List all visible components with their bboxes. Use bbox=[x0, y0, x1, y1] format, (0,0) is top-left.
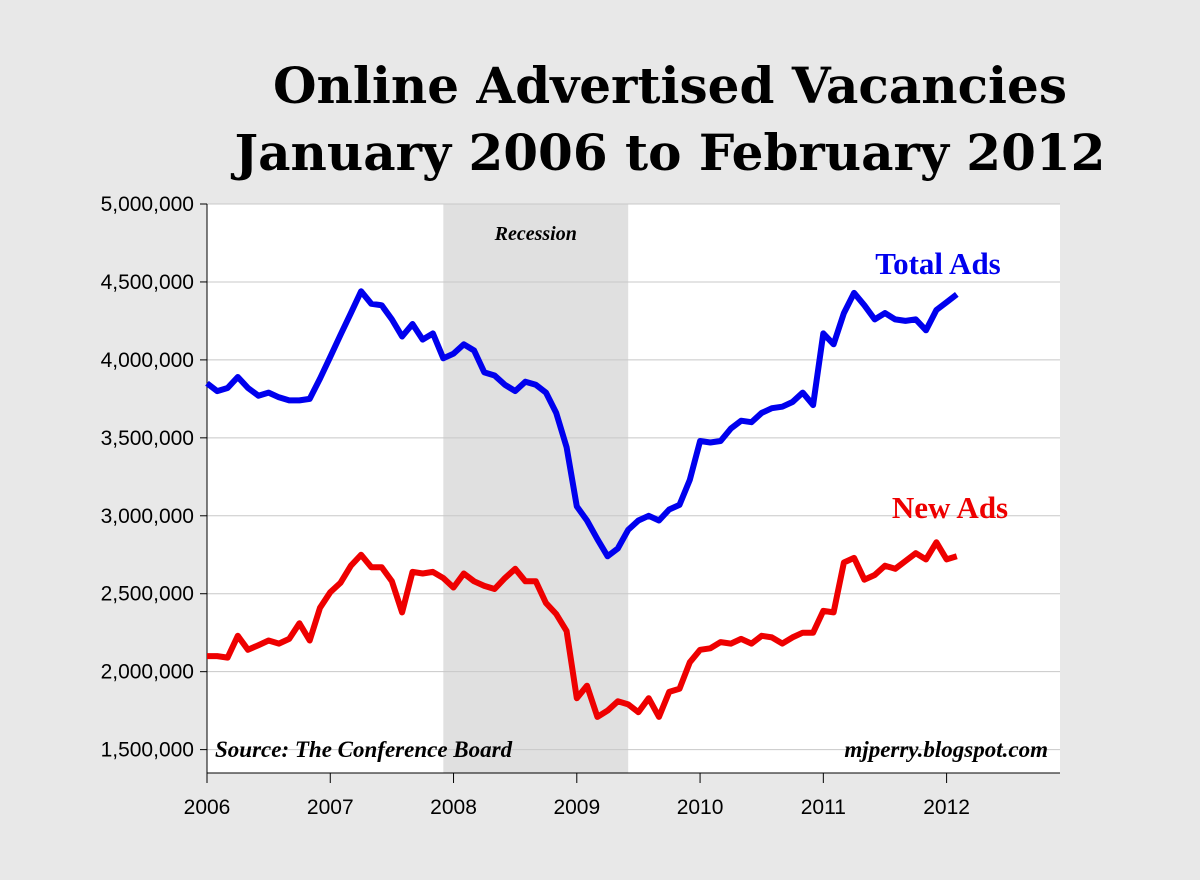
x-tick-label: 2011 bbox=[801, 796, 846, 819]
x-tick-label: 2009 bbox=[553, 796, 600, 819]
source-note: Source: The Conference Board bbox=[215, 737, 513, 762]
recession-label: Recession bbox=[494, 223, 577, 245]
x-tick-label: 2012 bbox=[923, 796, 970, 819]
y-tick-label: 1,500,000 bbox=[101, 739, 194, 762]
recession-shade bbox=[443, 204, 629, 773]
y-tick-label: 3,000,000 bbox=[101, 505, 194, 528]
y-tick-label: 4,500,000 bbox=[101, 271, 194, 294]
y-tick-label: 5,000,000 bbox=[101, 193, 194, 216]
chart-title: Online Advertised Vacancies bbox=[273, 56, 1067, 115]
series-line bbox=[207, 539, 958, 720]
x-tick-label: 2006 bbox=[184, 796, 231, 819]
x-tick-label: 2007 bbox=[307, 796, 354, 819]
y-tick-label: 4,000,000 bbox=[101, 349, 194, 372]
series-line bbox=[205, 288, 959, 560]
y-tick-label: 2,500,000 bbox=[101, 583, 194, 606]
y-tick-label: 2,000,000 bbox=[101, 661, 194, 684]
plot-area bbox=[207, 204, 1060, 773]
series-label: New Ads bbox=[892, 490, 1008, 525]
site-note: mjperry.blogspot.com bbox=[844, 737, 1048, 762]
chart-subtitle: January 2006 to February 2012 bbox=[231, 123, 1106, 182]
x-tick-label: 2010 bbox=[677, 796, 724, 819]
y-tick-label: 3,500,000 bbox=[101, 427, 194, 450]
series-label: Total Ads bbox=[875, 246, 1001, 281]
x-tick-label: 2008 bbox=[430, 796, 477, 819]
